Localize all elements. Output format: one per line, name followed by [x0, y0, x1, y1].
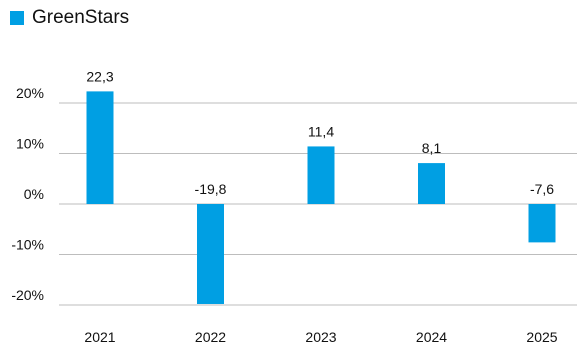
bar	[86, 91, 114, 204]
label-layer: 20% 10% 0% -10% -20% 22,3 2021 -19,8 2022 11,4 202…	[11, 68, 557, 345]
bar-layer	[86, 91, 556, 304]
y-tick-label: 20%	[16, 85, 44, 101]
bar	[528, 204, 556, 243]
legend-label: GreenStars	[32, 7, 130, 28]
data-label: -7,6	[530, 181, 554, 197]
data-label: 22,3	[86, 68, 113, 84]
bar	[197, 204, 224, 304]
legend: GreenStars	[10, 7, 129, 29]
y-tick-label: 10%	[16, 136, 44, 152]
data-label: 8,1	[422, 140, 442, 156]
legend-swatch	[10, 11, 24, 25]
x-tick-label: 2023	[305, 329, 336, 345]
x-tick-label: 2025	[526, 329, 557, 345]
bar	[307, 146, 335, 204]
y-tick-label: -10%	[11, 237, 44, 253]
x-tick-label: 2022	[195, 329, 226, 345]
data-label: -19,8	[195, 181, 227, 197]
x-tick-label: 2021	[84, 329, 115, 345]
x-tick-label: 2024	[416, 329, 447, 345]
bar	[418, 163, 445, 204]
y-tick-label: -20%	[11, 287, 44, 303]
data-label: 11,4	[308, 123, 334, 139]
y-tick-label: 0%	[24, 186, 44, 202]
